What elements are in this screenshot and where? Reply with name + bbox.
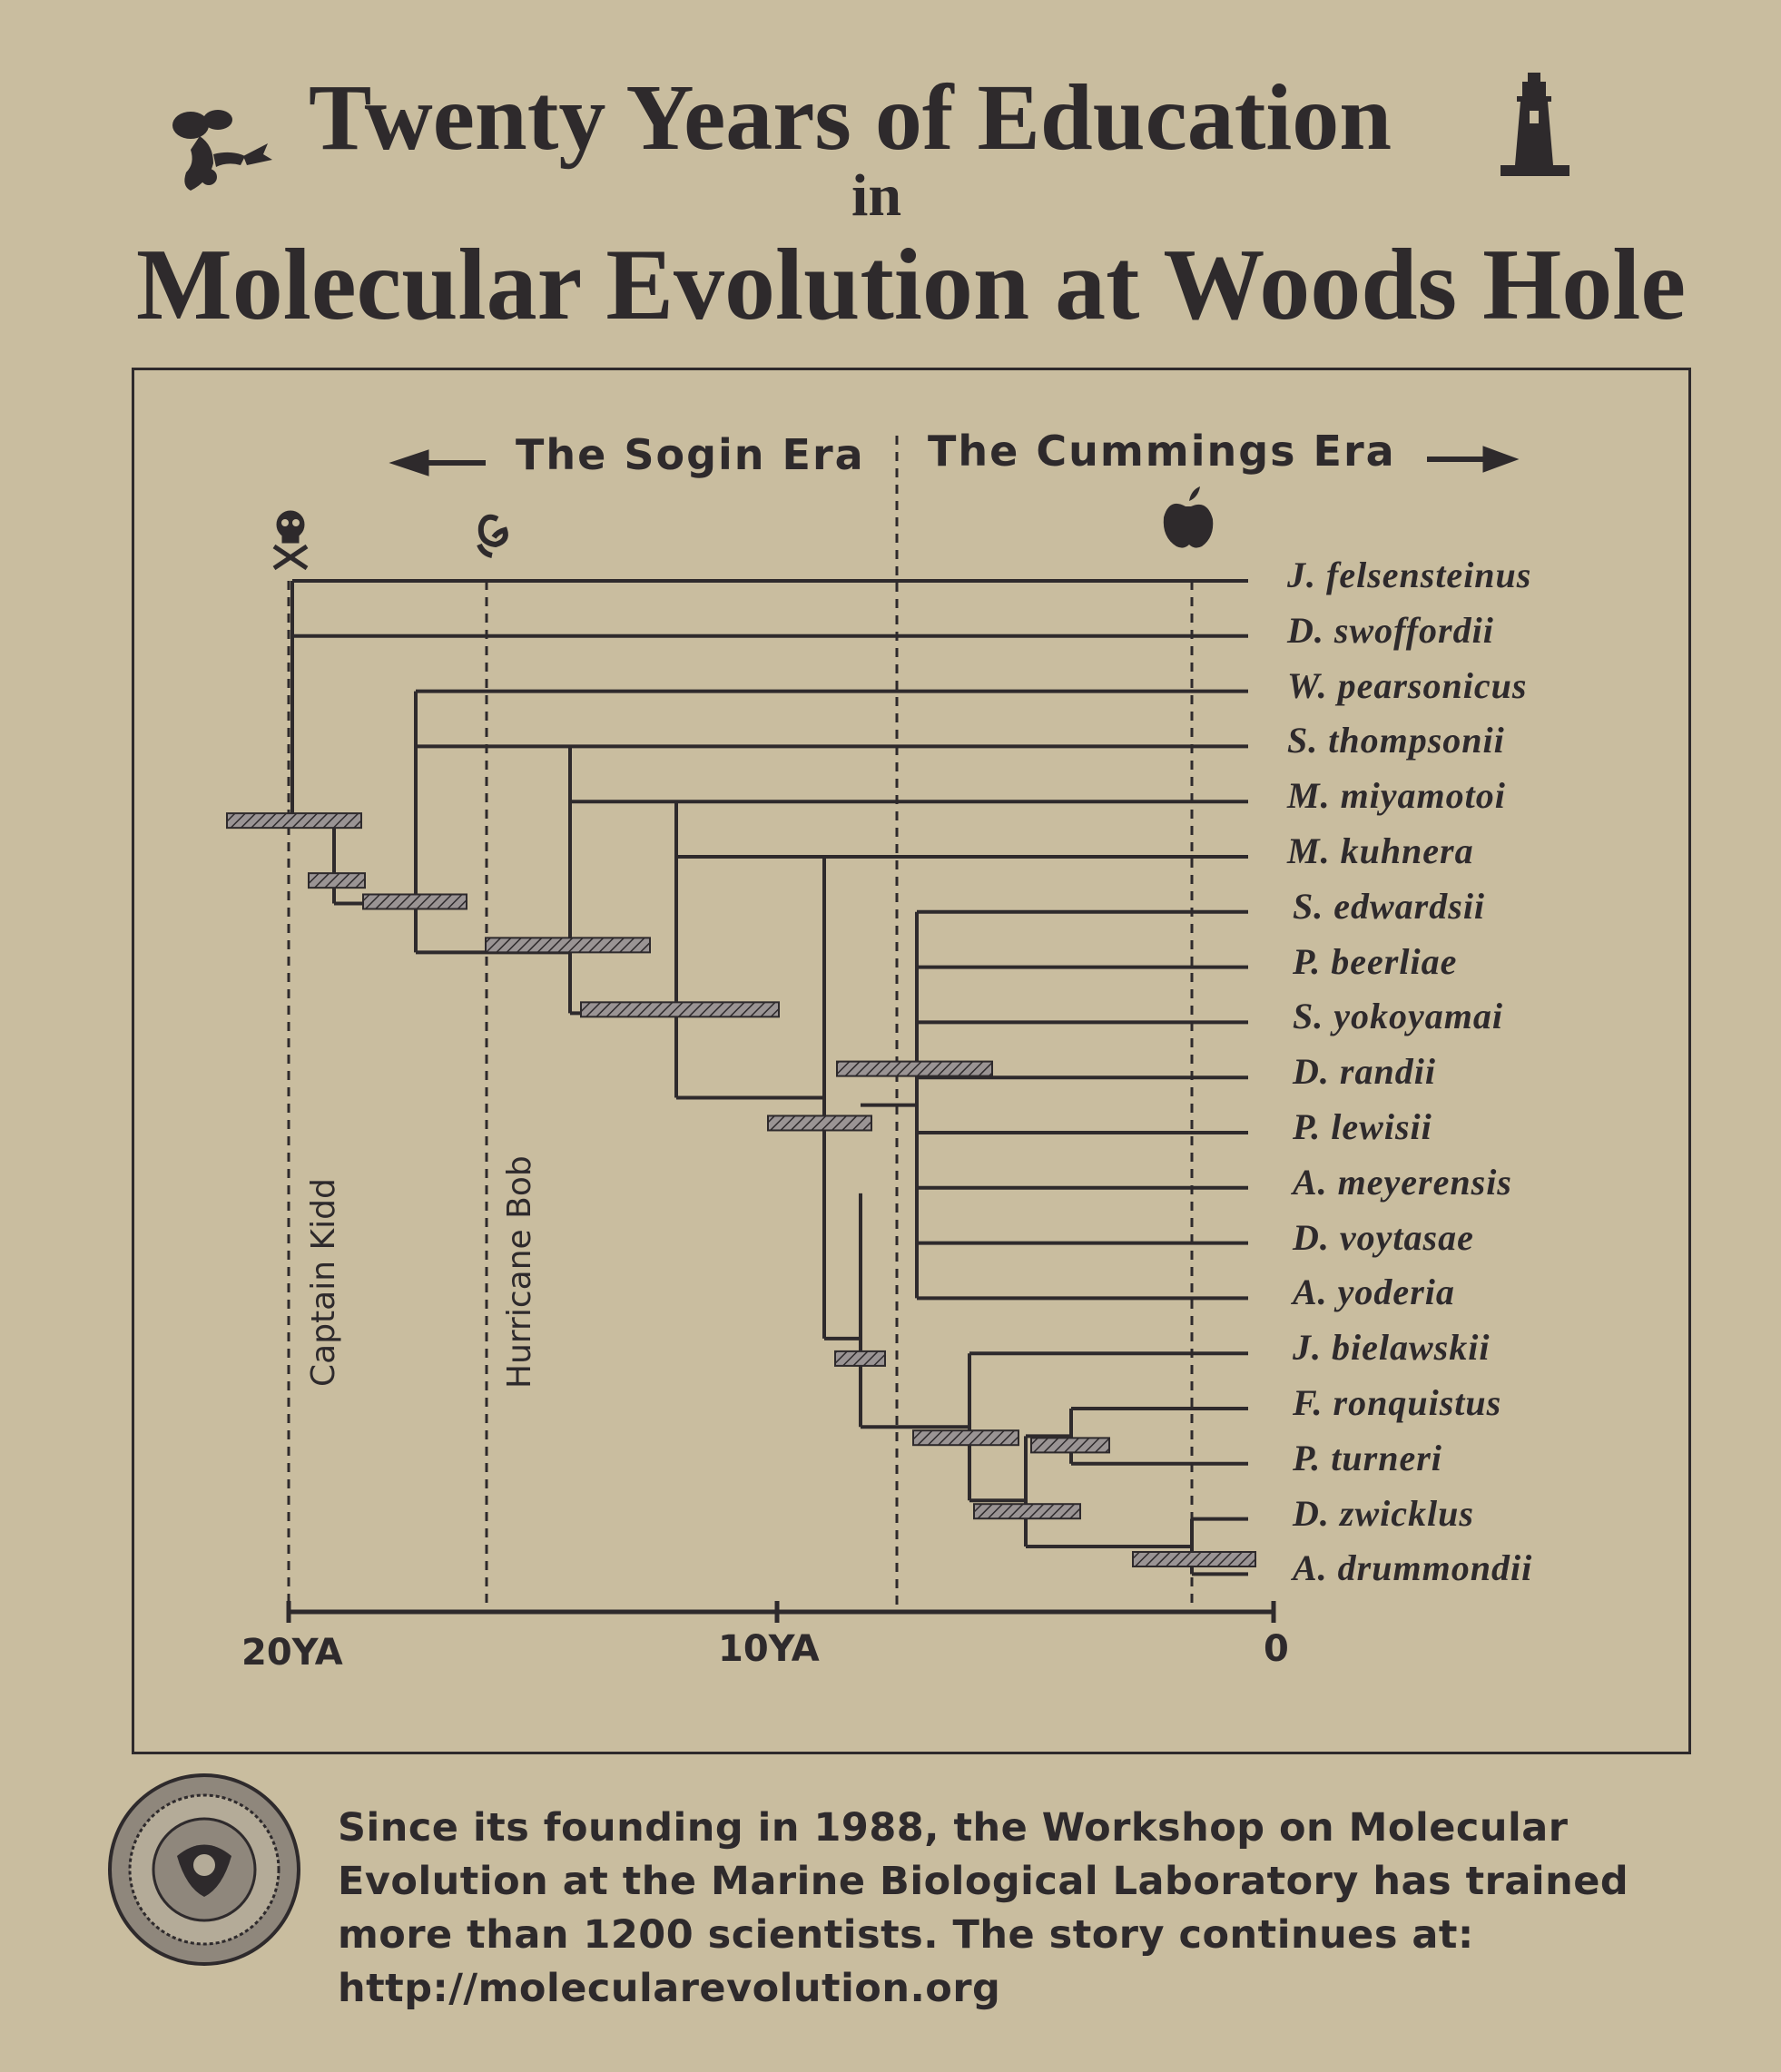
taxon-label: P. turneri	[1293, 1437, 1442, 1478]
taxon-label: M. kuhnera	[1287, 830, 1474, 871]
taxon-label: D. zwicklus	[1293, 1492, 1474, 1534]
era-left-arrowhead	[389, 449, 429, 476]
era-left-label: The Sogin Era	[516, 430, 865, 479]
confidence-bar-n7	[836, 1060, 993, 1077]
era-right-arrowhead	[1482, 446, 1520, 473]
apple-icon	[1163, 486, 1214, 548]
confidence-bar-n4	[580, 1001, 780, 1018]
confidence-bar-n9	[973, 1503, 1081, 1520]
confidence-bar-n3	[485, 937, 651, 954]
mbl-seal-icon	[108, 1773, 300, 1966]
confidence-bar-n1	[308, 872, 366, 889]
taxon-label: F. ronquistus	[1293, 1382, 1502, 1423]
confidence-bar-n2	[362, 893, 467, 910]
taxon-label: J. felsensteinus	[1287, 555, 1532, 595]
footer-text: Since its founding in 1988, the Workshop…	[338, 1805, 1629, 2011]
axis-tick-label-10: 10YA	[718, 1628, 820, 1670]
confidence-bar-root	[226, 812, 362, 830]
taxon-label: S. edwardsii	[1293, 885, 1486, 927]
confidence-bar-n6	[834, 1350, 886, 1367]
skull-crossbones-icon	[272, 510, 309, 571]
taxon-label: W. pearsonicus	[1287, 664, 1528, 706]
taxon-label: A. drummondii	[1293, 1547, 1533, 1589]
axis-tick-label-0: 0	[1264, 1628, 1289, 1670]
confidence-bar-n5	[767, 1115, 872, 1132]
taxon-label: J. bielawskii	[1293, 1327, 1491, 1369]
taxon-label: A. yoderia	[1293, 1272, 1455, 1313]
taxon-label: M. miyamotoi	[1287, 775, 1506, 817]
chart-frame	[132, 368, 1691, 1754]
taxon-label: S. thompsonii	[1287, 720, 1505, 761]
taxon-label: P. beerliae	[1293, 940, 1458, 982]
taxon-label: D. randii	[1293, 1051, 1436, 1093]
taxon-label: A. meyerensis	[1293, 1161, 1512, 1203]
era-arrows	[389, 446, 1520, 476]
taxon-label: D. swoffordii	[1287, 609, 1494, 651]
lighthouse-icon	[1501, 73, 1569, 176]
hurricane-icon	[477, 514, 508, 558]
era-right-label: The Cummings Era	[928, 427, 1396, 476]
confidence-bar-n11	[1132, 1551, 1256, 1567]
title-line-1: Twenty Years of Education	[309, 65, 1392, 170]
confidence-bar-n10	[1030, 1437, 1110, 1454]
lobster-icon	[172, 110, 272, 191]
confidence-bar-n8	[912, 1429, 1019, 1447]
axis-tick-label-20: 20YA	[241, 1632, 343, 1674]
title-line-3: Molecular Evolution at Woods Hole	[136, 229, 1687, 341]
title-line-2: in	[851, 162, 902, 229]
taxon-label: P. lewisii	[1293, 1106, 1432, 1147]
taxon-label: S. yokoyamai	[1293, 996, 1503, 1037]
taxon-label: D. voytasae	[1293, 1216, 1474, 1258]
time-axis	[286, 1601, 1276, 1623]
